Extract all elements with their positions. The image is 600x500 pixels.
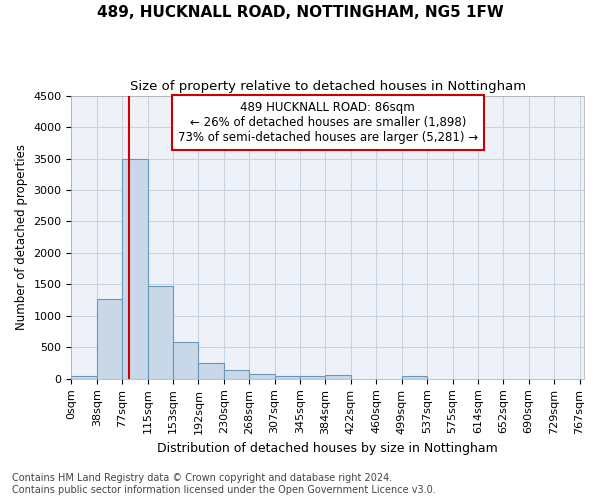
Bar [249, 374, 275, 379]
Bar [122, 158, 148, 379]
Text: 489, HUCKNALL ROAD, NOTTINGHAM, NG5 1FW: 489, HUCKNALL ROAD, NOTTINGHAM, NG5 1FW [97, 5, 503, 20]
Bar [224, 370, 249, 379]
Bar [275, 376, 300, 379]
Bar [71, 376, 97, 379]
Text: 489 HUCKNALL ROAD: 86sqm
← 26% of detached houses are smaller (1,898)
73% of sem: 489 HUCKNALL ROAD: 86sqm ← 26% of detach… [178, 101, 478, 144]
Bar [402, 376, 427, 379]
X-axis label: Distribution of detached houses by size in Nottingham: Distribution of detached houses by size … [157, 442, 498, 455]
Bar [199, 363, 224, 379]
Bar [97, 298, 122, 379]
Bar [148, 286, 173, 379]
Bar [300, 376, 325, 379]
Bar [325, 376, 351, 379]
Bar [173, 342, 199, 379]
Title: Size of property relative to detached houses in Nottingham: Size of property relative to detached ho… [130, 80, 526, 93]
Y-axis label: Number of detached properties: Number of detached properties [15, 144, 28, 330]
Text: Contains HM Land Registry data © Crown copyright and database right 2024.
Contai: Contains HM Land Registry data © Crown c… [12, 474, 436, 495]
